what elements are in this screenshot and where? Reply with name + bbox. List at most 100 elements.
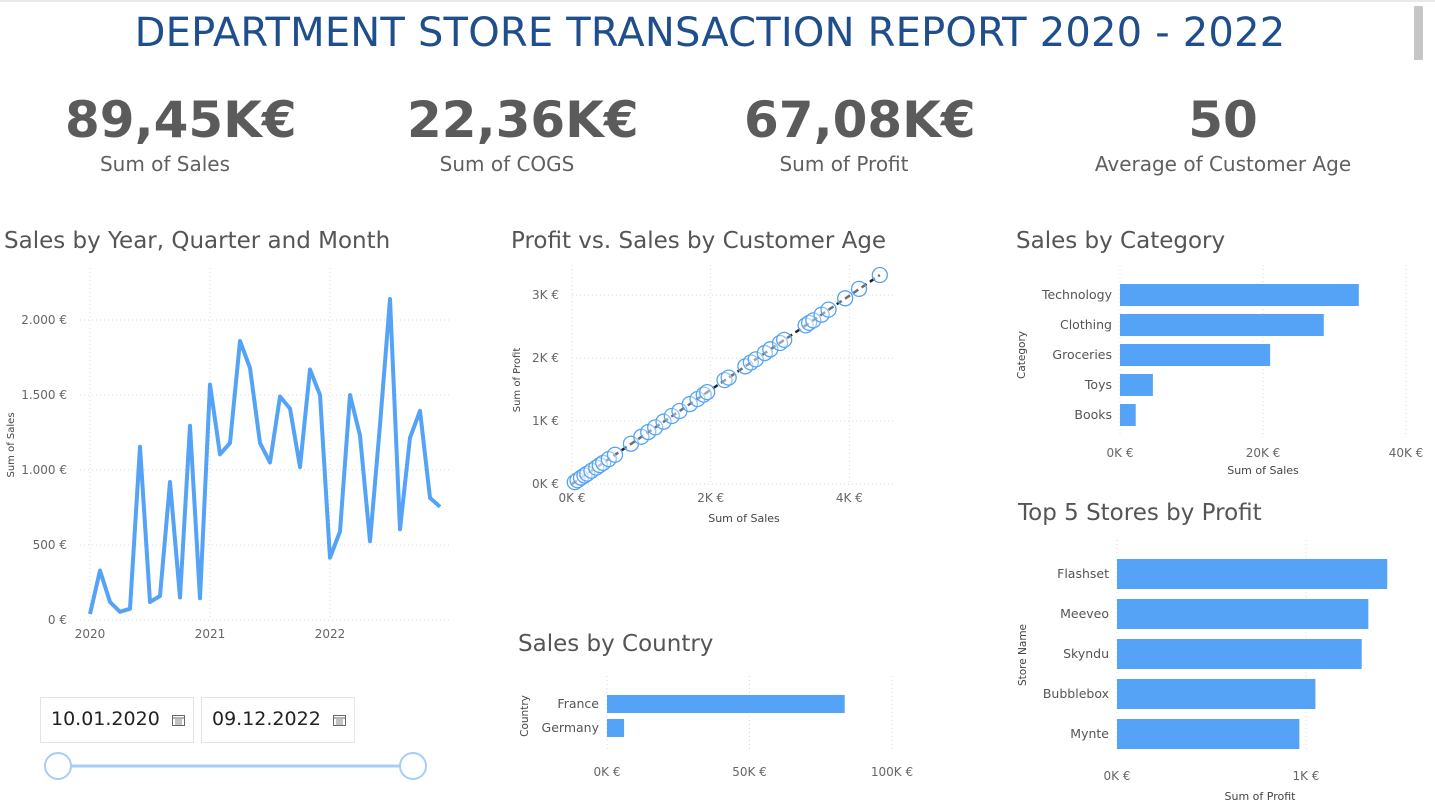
chart-title-profit-vs-sales: Profit vs. Sales by Customer Age	[511, 228, 887, 254]
bar	[1120, 314, 1324, 336]
scatter-point	[850, 280, 868, 298]
y-tick-label: 1K €	[532, 414, 559, 428]
y-tick-label: 500 €	[33, 538, 67, 552]
category-label: Groceries	[1052, 347, 1112, 362]
slider-handle-end[interactable]	[399, 752, 427, 780]
bar	[607, 695, 845, 713]
kpi-card-cogs: 22,36K€ Sum of COGS	[407, 90, 639, 176]
scatter-point	[720, 369, 737, 386]
end-date-value: 09.12.2022	[212, 708, 321, 730]
y-axis-title: Sum of Profit	[512, 348, 523, 413]
scatter-point	[805, 312, 822, 329]
scatter-point	[647, 419, 664, 436]
scatter-point	[776, 331, 793, 349]
start-date-value: 10.01.2020	[51, 708, 160, 730]
y-tick-label: 1.000 €	[21, 463, 67, 477]
page-title: DEPARTMENT STORE TRANSACTION REPORT 2020…	[134, 10, 1286, 56]
x-tick-label: 2020	[75, 627, 106, 641]
start-date-input[interactable]: 10.01.2020	[40, 697, 194, 743]
x-tick-label: 1K €	[1292, 769, 1319, 783]
category-label: Clothing	[1060, 317, 1112, 332]
scatter-point	[699, 383, 716, 401]
category-label: Germany	[542, 720, 600, 735]
x-tick-label: 40K €	[1389, 446, 1424, 460]
category-label: Meeveo	[1060, 606, 1109, 621]
chart-title-sales-by-category: Sales by Category	[1016, 228, 1226, 254]
x-tick-label: 0K €	[1104, 769, 1131, 783]
x-tick-label: 0K €	[594, 765, 621, 779]
bar	[1120, 374, 1153, 396]
chart-title-top-stores: Top 5 Stores by Profit	[1018, 500, 1262, 526]
kpi-value: 89,45K€	[65, 91, 297, 149]
bar	[1117, 719, 1300, 749]
scrollbar-thumb[interactable]	[1414, 6, 1423, 60]
kpi-value: 67,08K€	[744, 91, 976, 149]
y-tick-label: 0K €	[532, 477, 559, 491]
bar	[1117, 559, 1388, 589]
y-tick-label: 0 €	[48, 613, 67, 627]
bar	[1117, 679, 1316, 709]
category-label: Flashset	[1057, 566, 1109, 581]
top-border	[0, 0, 1435, 2]
x-tick-label: 0K €	[1107, 446, 1134, 460]
kpi-label: Sum of COGS	[439, 152, 575, 176]
x-axis-title: Sum of Sales	[708, 512, 780, 525]
kpi-card-sales: 89,45K€ Sum of Sales	[65, 90, 297, 176]
x-tick-label: 2021	[195, 627, 226, 641]
category-label: Books	[1074, 407, 1112, 422]
category-label: Skyndu	[1063, 646, 1109, 661]
y-axis-title: Store Name	[1017, 624, 1029, 686]
bar	[1120, 344, 1271, 366]
x-tick-label: 100K €	[871, 765, 913, 779]
calendar-icon[interactable]	[333, 714, 346, 726]
bar	[1120, 404, 1136, 426]
x-tick-label: 20K €	[1246, 446, 1281, 460]
bar	[1117, 599, 1369, 629]
category-label: Toys	[1084, 377, 1112, 392]
scatter-point	[820, 301, 837, 318]
chart-title-sales-by-country: Sales by Country	[518, 631, 714, 657]
category-label: France	[557, 696, 599, 711]
trend-line	[571, 274, 881, 486]
end-date-input[interactable]: 09.12.2022	[201, 697, 355, 743]
category-label: Bubblebox	[1043, 686, 1109, 701]
y-axis-title: Category	[1016, 331, 1028, 379]
scatter-point	[762, 341, 779, 358]
kpi-label: Sum of Sales	[99, 152, 231, 176]
y-axis-title: Sum of Sales	[6, 412, 17, 477]
scatter-point	[655, 413, 672, 430]
kpi-value: 22,36K€	[407, 91, 639, 149]
y-tick-label: 2K €	[532, 351, 559, 365]
category-label: Mynte	[1070, 726, 1109, 741]
x-axis-title: Sum of Sales	[1227, 464, 1299, 477]
kpi-value: 50	[1188, 91, 1258, 149]
slider-handle-start[interactable]	[44, 752, 72, 780]
y-tick-label: 3K €	[532, 288, 559, 302]
date-range-slider[interactable]	[40, 750, 435, 782]
y-tick-label: 2.000 €	[21, 313, 67, 327]
bar	[1120, 284, 1359, 306]
x-tick-label: 0K €	[559, 491, 586, 505]
y-axis-title: Country	[519, 695, 531, 737]
kpi-card-customer-age: 50 Average of Customer Age	[1073, 90, 1373, 176]
category-label: Technology	[1041, 287, 1113, 302]
kpi-card-profit: 67,08K€ Sum of Profit	[744, 90, 976, 176]
kpi-label: Average of Customer Age	[1094, 152, 1352, 176]
scatter-point	[747, 351, 764, 368]
x-tick-label: 2022	[315, 627, 346, 641]
scatter-point	[606, 446, 624, 463]
scatter-point	[837, 290, 854, 307]
bar	[1117, 639, 1362, 669]
kpi-label: Sum of Profit	[779, 152, 909, 176]
x-tick-label: 50K €	[732, 765, 767, 779]
x-tick-label: 4K €	[836, 491, 863, 505]
y-tick-label: 1.500 €	[21, 388, 67, 402]
scatter-point	[871, 266, 888, 284]
x-axis-title: Sum of Profit	[1225, 790, 1297, 803]
calendar-icon[interactable]	[172, 714, 185, 726]
